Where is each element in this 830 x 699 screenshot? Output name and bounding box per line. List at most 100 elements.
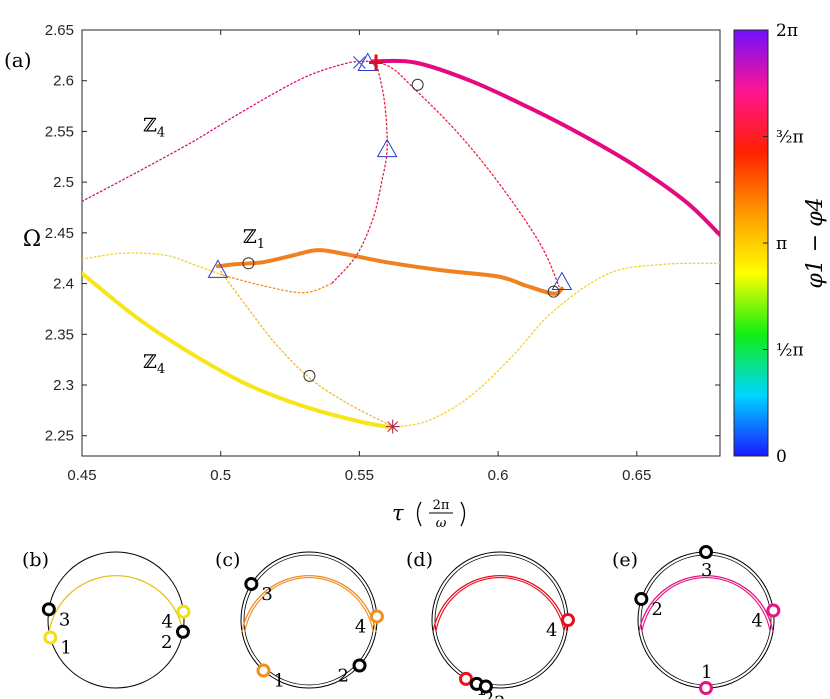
oscillator-number: 4 [751, 611, 762, 632]
triangle-marker [551, 271, 573, 291]
plus-marker [369, 54, 384, 71]
oscillator-node [43, 630, 58, 645]
oscillator-node [175, 624, 190, 639]
series-unstable-red-arc [375, 60, 560, 288]
oscillator-node [176, 604, 191, 619]
oscillator-node [352, 658, 367, 673]
group-label-subscript: 4 [157, 125, 165, 140]
colorbar-tick-label: 2π [776, 21, 798, 41]
series-unstable-yellow-cross [220, 270, 394, 428]
x-tick-label: 0.45 [67, 467, 96, 484]
oscillator-number: 2 [161, 632, 172, 653]
inset-b: (b) 1 2 3 4 [22, 549, 191, 689]
inset-label: (c) [215, 549, 240, 571]
oscillator-node [459, 671, 473, 686]
series-unstable-orange [220, 273, 333, 294]
x-tick-label: 0.5 [210, 467, 231, 484]
x-axis-label: τ 2π ω [392, 498, 466, 531]
oscillator-number: 4 [355, 616, 366, 637]
colorbar-tick-label: π [776, 234, 787, 254]
asterisk-marker [385, 419, 400, 434]
oscillator-number: 4 [546, 620, 557, 641]
oscillator-node [256, 663, 271, 678]
y-tick-label: 2.6 [53, 73, 74, 90]
oscillator-number: 1 [273, 671, 284, 692]
series-Z1 [215, 248, 564, 296]
inset-e: (e) 1 2 3 4 [612, 545, 781, 695]
oscillator-number: 2 [651, 599, 662, 620]
y-tick-label: 2.3 [53, 377, 74, 394]
y-tick-label: 2.4 [53, 276, 74, 293]
circle-marker [411, 78, 424, 91]
colorbar-tick-label: 0 [776, 447, 787, 467]
y-tick-label: 2.5 [53, 174, 74, 191]
x-tick-label: 0.6 [488, 467, 509, 484]
series-Z4-lower [82, 271, 395, 430]
colorbar-gradient [733, 29, 769, 457]
ring-colored-arc [638, 574, 774, 632]
circle-marker [547, 285, 560, 298]
x-axis-numerator: 2π [433, 498, 450, 513]
triangle-marker [376, 138, 398, 158]
oscillator-node [699, 545, 713, 559]
y-tick-label: 2.55 [45, 123, 74, 140]
oscillator-node [634, 591, 649, 606]
ring-colored-arc-inner [244, 577, 374, 632]
left-paren [416, 501, 422, 527]
circle-marker [242, 257, 255, 270]
oscillator-node [478, 679, 493, 694]
panel-label: (a) [4, 48, 32, 72]
main-plot: 0.45 0.5 0.55 0.6 0.65 2.25 2.3 2.35 2.4 2.45 2.5 2… [4, 22, 721, 531]
inset-label: (b) [22, 549, 49, 571]
series-unstable-red-dip [331, 60, 388, 285]
oscillator-number: 3 [59, 609, 70, 630]
oscillator-number: 4 [161, 612, 172, 633]
colorbar-tick-label: ³⁄₂π [776, 128, 804, 148]
y-tick-label: 2.45 [45, 225, 74, 242]
oscillator-number: 3 [261, 584, 272, 605]
colorbar-tick-label: ½π [776, 341, 804, 361]
group-label-subscript: 1 [257, 237, 265, 252]
oscillator-number: 3 [701, 560, 712, 581]
series-unstable-yellow-left [82, 252, 222, 276]
oscillator-number: 2 [483, 688, 494, 699]
cross-marker [352, 56, 366, 69]
oscillator-node [369, 609, 384, 624]
group-label-subscript: 4 [157, 362, 165, 377]
oscillator-number: 1 [60, 638, 71, 659]
ring-base [47, 551, 185, 689]
oscillator-node [699, 681, 713, 695]
y-tick-label: 2.65 [45, 22, 74, 39]
y-tick-label: 2.25 [45, 428, 74, 445]
oscillator-number: 3 [494, 693, 505, 699]
x-axis-denominator: ω [436, 516, 447, 531]
ring-colored-arc-inner [435, 577, 565, 632]
colorbar-label: φ1 − φ4 [803, 197, 828, 288]
inset-label: (d) [406, 549, 433, 571]
y-tick-label: 2.35 [45, 326, 74, 343]
ring-colored-arc [48, 574, 184, 632]
oscillator-number: 2 [338, 666, 349, 687]
y-axis-label: Ω [23, 227, 41, 252]
ring-colored-arc [241, 574, 377, 632]
oscillator-node [766, 603, 781, 618]
circle-marker [303, 369, 316, 382]
series-Z4-upper [371, 58, 720, 237]
ring-colored-arc-inner [641, 577, 771, 632]
triangle-marker [207, 259, 229, 278]
x-axis-symbol: τ [392, 501, 404, 525]
inset-label: (e) [612, 549, 638, 571]
oscillator-node [41, 602, 56, 617]
oscillator-node [244, 576, 259, 591]
series-unstable-yellow-right [392, 262, 720, 429]
x-tick-label: 0.65 [622, 467, 651, 484]
curves [82, 58, 720, 430]
colorbar: 0 ½π π ³⁄₂π 2π φ1 − φ4 [733, 21, 828, 467]
x-tick-label: 0.55 [345, 467, 374, 484]
right-paren [460, 501, 466, 527]
ring-colored-arc [432, 574, 568, 632]
oscillator-node [561, 613, 575, 627]
